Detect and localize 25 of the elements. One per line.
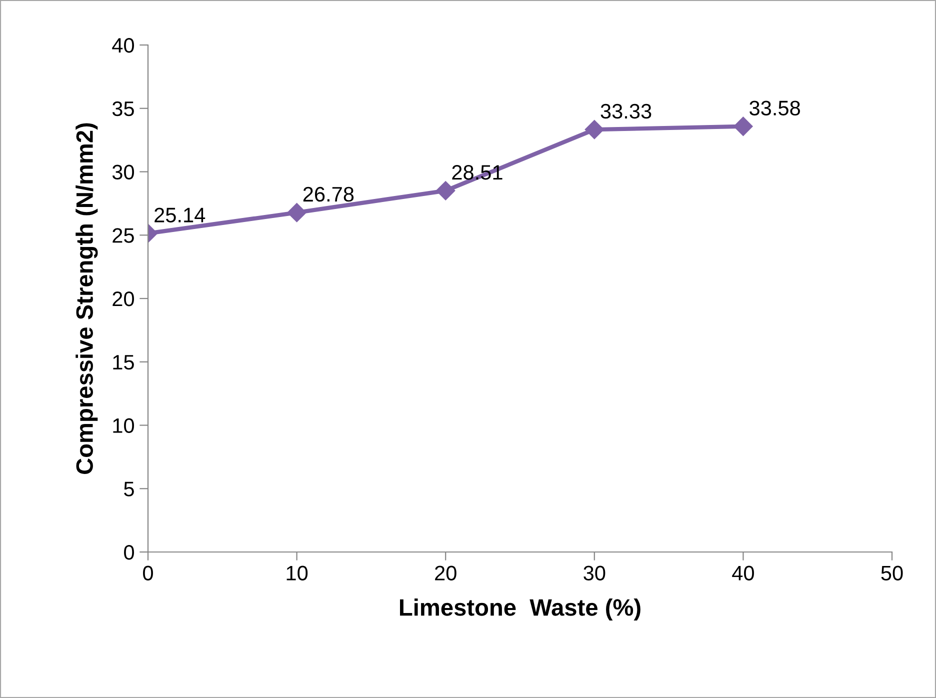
data-label: 25.14 [154, 208, 206, 222]
point [436, 181, 456, 200]
y-tick-label: 35 [112, 101, 134, 116]
point [584, 120, 604, 140]
y-tick-label: 40 [112, 38, 134, 53]
x-axis-title: Limestone Waste (%) [400, 598, 640, 621]
data-label: 33.33 [600, 104, 652, 119]
x-tick-label: 10 [286, 566, 308, 580]
data-label: 33.58 [750, 100, 800, 116]
y-axis-title: Compressive Strength (N/mm2) [76, 123, 98, 474]
y-tick-label: 25 [112, 228, 134, 243]
y-tick-label: 20 [112, 292, 134, 306]
y-tick-label: 10 [113, 418, 134, 434]
y-tick-label: 0 [124, 545, 134, 560]
y-tick-label: 15 [113, 355, 134, 370]
x-tick-label: 0 [143, 566, 153, 580]
x-tick-label: 20 [435, 566, 456, 580]
point [287, 203, 306, 222]
y-tick-label: 5 [124, 482, 134, 496]
x-tick-label: 30 [584, 566, 606, 580]
data-label: 26.78 [303, 186, 354, 202]
x-tick-label: 40 [732, 566, 754, 580]
y-tick-label: 30 [112, 164, 134, 180]
point [734, 116, 753, 136]
x-tick-label: 50 [881, 566, 903, 580]
